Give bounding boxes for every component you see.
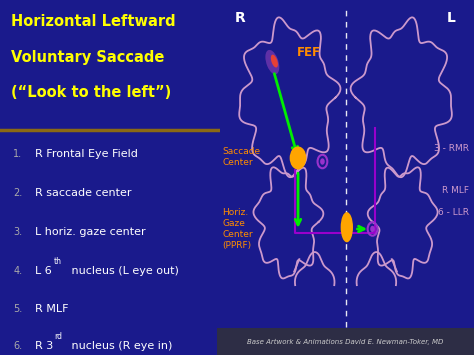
Text: R MLF: R MLF [442,186,469,195]
Ellipse shape [271,55,278,67]
Text: FEF: FEF [297,46,321,59]
Text: Base Artwork & Animations David E. Newman-Toker, MD: Base Artwork & Animations David E. Newma… [247,338,444,345]
Text: L: L [447,11,456,24]
Text: 3 - RMR: 3 - RMR [434,144,469,153]
Text: Horiz.
Gaze
Center
(PPRF): Horiz. Gaze Center (PPRF) [222,208,253,250]
Text: R 3: R 3 [35,341,54,351]
Text: R saccade center: R saccade center [35,188,132,198]
Text: 6.: 6. [13,341,22,351]
Text: R MLF: R MLF [35,304,69,313]
Text: Voluntary Saccade: Voluntary Saccade [11,50,164,65]
Text: 3.: 3. [13,227,22,237]
Text: 5.: 5. [13,304,22,313]
Text: nucleus (R eye in): nucleus (R eye in) [68,341,173,351]
Text: 6 - LLR: 6 - LLR [438,208,469,217]
Text: 1.: 1. [13,149,22,159]
Text: Saccade
Center: Saccade Center [222,147,260,168]
Text: nucleus (L eye out): nucleus (L eye out) [68,266,179,276]
Text: (“Look to the left”): (“Look to the left”) [11,85,171,100]
Text: 4.: 4. [13,266,22,276]
Ellipse shape [320,158,325,165]
Ellipse shape [341,212,353,242]
Text: 2.: 2. [13,188,22,198]
Text: th: th [54,257,62,266]
Text: R: R [235,11,246,24]
Ellipse shape [290,146,306,169]
Ellipse shape [265,50,279,74]
Text: L horiz. gaze center: L horiz. gaze center [35,227,146,237]
Text: L 6: L 6 [35,266,52,276]
Text: Horizontal Leftward: Horizontal Leftward [11,14,176,29]
Ellipse shape [370,226,375,232]
Bar [217,328,474,355]
Text: R Frontal Eye Field: R Frontal Eye Field [35,149,138,159]
Text: rd: rd [54,332,62,341]
